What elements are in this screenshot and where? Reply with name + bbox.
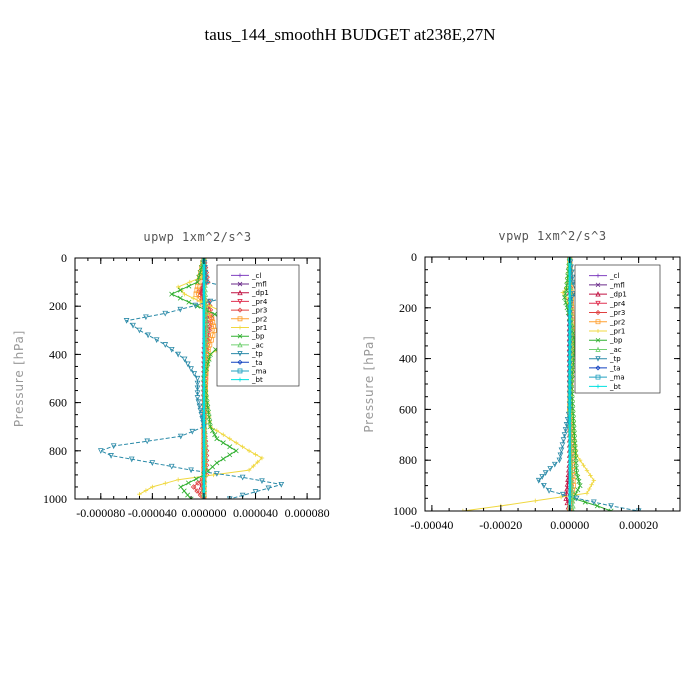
y-tick-label: 600 <box>49 396 67 410</box>
x-tick-label: 0.000080 <box>285 506 330 520</box>
legend-marker <box>238 325 242 330</box>
y-tick-label: 0 <box>411 250 417 264</box>
x-tick-label: -0.00040 <box>410 518 453 532</box>
legend-marker <box>595 309 601 316</box>
legend-label: _pr3 <box>609 309 625 317</box>
legend-label: _pr4 <box>251 298 268 306</box>
y-tick-label: 800 <box>399 453 417 467</box>
legend-label: _tp <box>609 355 621 363</box>
legend-marker <box>596 273 600 278</box>
legend: _cl_mfl _dp1_pr4_pr3_pr2 _pr1_bp_ac_tp_ta _… <box>574 264 661 394</box>
y-tick-label: 0 <box>61 251 67 265</box>
legend-box <box>216 264 300 387</box>
y-axis-label: Pressure [hPa] <box>362 335 376 432</box>
y-tick-label: 200 <box>399 301 417 315</box>
x-tick-label: -0.000040 <box>128 506 177 520</box>
legend-label: _mfl <box>251 281 267 289</box>
series-group <box>97 258 285 499</box>
legend-label: _dp1 <box>609 291 627 299</box>
legend-label: _cl <box>251 272 261 280</box>
legend-marker <box>237 307 243 313</box>
y-tick-label: 800 <box>49 444 67 458</box>
upwp-panel: upwp 1xm^2/s^3 Pressure [hPa] 0 200 400 600 80… <box>12 230 330 520</box>
figure-title: taus_144_smoothH BUDGET at238E,27N <box>204 25 495 44</box>
legend-marker <box>596 384 600 389</box>
legend-label: _pr2 <box>609 318 625 326</box>
vpwp-panel: vpwp 1xm^2/s^3 Pressure [hPa] 0 200 400 600 80… <box>362 229 681 532</box>
legend-marker <box>237 359 243 365</box>
y-tick-label: 400 <box>49 347 67 361</box>
legend-marker <box>595 365 601 371</box>
legend-label: _tp <box>251 350 263 358</box>
legend-label: _bp <box>609 337 623 345</box>
legend-marker <box>595 291 601 297</box>
legend-marker <box>595 300 601 307</box>
legend-label: _pr1 <box>251 324 267 332</box>
legend-marker <box>237 316 243 322</box>
legend-label: _ma <box>609 374 625 382</box>
legend-label: _pr3 <box>251 307 267 315</box>
x-tick-label: -0.000080 <box>76 506 125 520</box>
legend-label: _dp1 <box>251 289 269 297</box>
x-tick-label: 0.000000 <box>181 506 226 520</box>
x-tick-label: 0.00020 <box>619 518 658 532</box>
legend-marker <box>237 368 243 374</box>
legend-marker <box>237 351 243 357</box>
legend-marker <box>237 289 243 296</box>
legend-marker <box>237 341 243 348</box>
legend-marker <box>595 374 601 380</box>
legend-marker <box>596 329 600 333</box>
y-axis-label: Pressure [hPa] <box>12 330 26 427</box>
legend-marker <box>595 337 601 343</box>
legend-label: _cl <box>609 272 619 280</box>
legend-label: _ta <box>251 359 263 367</box>
panel-title: vpwp 1xm^2/s^3 <box>498 229 606 243</box>
x-tick-label: 0.00000 <box>550 518 589 532</box>
legend-marker <box>238 273 242 278</box>
y-tick-label: 200 <box>49 299 67 313</box>
y-tick-label: 600 <box>399 402 417 416</box>
legend-marker <box>595 346 601 352</box>
legend-marker <box>237 281 243 287</box>
legend-marker <box>595 356 601 362</box>
legend: _cl_mfl_dp1_pr4_pr3_pr2_pr1_bp_ac_tp_ta_… <box>216 264 300 387</box>
legend-marker <box>237 333 243 339</box>
y-tick-label: 400 <box>399 352 417 366</box>
legend-label: _pr2 <box>251 315 267 323</box>
legend-label: _pr4 <box>609 300 626 308</box>
legend-label: _ma <box>251 367 267 375</box>
x-tick-label: 0.000040 <box>233 506 278 520</box>
legend-label: _ac <box>251 341 264 349</box>
legend-label: _ta <box>609 364 621 372</box>
legend-label: _ac <box>609 346 622 354</box>
y-tick-label: 1000 <box>393 504 417 518</box>
legend-label: _bt <box>609 383 621 391</box>
legend-box <box>574 264 661 394</box>
legend-marker <box>238 377 242 382</box>
y-tick-label: 1000 <box>43 492 67 506</box>
legend-label: _pr1 <box>609 328 625 336</box>
panel-title: upwp 1xm^2/s^3 <box>143 230 251 244</box>
legend-label: _bt <box>251 376 263 384</box>
legend-marker <box>237 299 243 305</box>
legend-label: _bp <box>251 333 265 341</box>
legend-marker <box>595 282 601 288</box>
legend-marker <box>595 319 601 325</box>
legend-label: _mfl <box>609 281 625 289</box>
x-tick-label: -0.00020 <box>479 518 522 532</box>
